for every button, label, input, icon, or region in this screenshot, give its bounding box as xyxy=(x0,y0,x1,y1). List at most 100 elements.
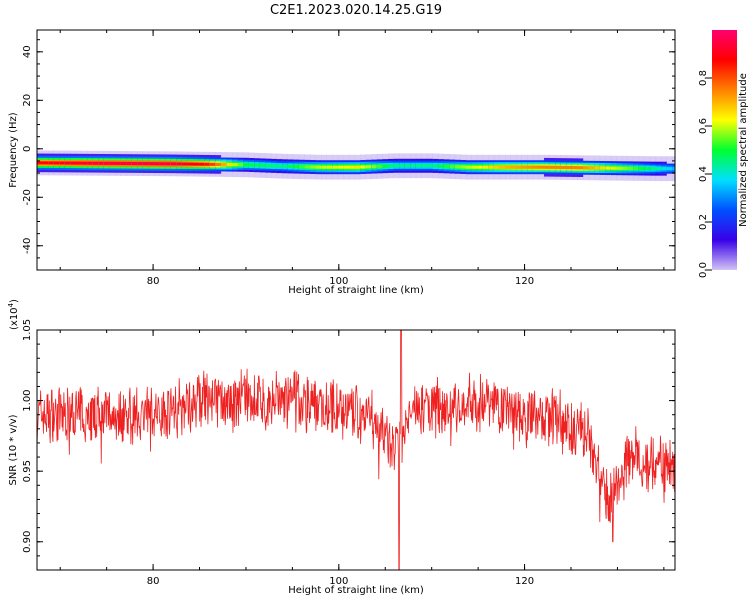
heat-cell xyxy=(349,165,355,169)
heat-cell xyxy=(321,165,328,169)
heat-cell xyxy=(633,166,640,170)
heat-cell xyxy=(326,165,333,169)
heat-cell xyxy=(488,165,495,169)
heat-cell xyxy=(599,166,606,170)
snr-plot-area xyxy=(37,330,675,570)
heat-cell xyxy=(287,164,294,168)
heat-cell xyxy=(527,165,534,169)
snr-series-line xyxy=(37,330,675,570)
heat-cell xyxy=(610,166,617,170)
heat-cell xyxy=(310,165,316,169)
heat-cell xyxy=(605,166,612,170)
heat-cell xyxy=(583,166,589,170)
heat-cell xyxy=(549,165,556,169)
snr-multiplier-exp: 4 xyxy=(7,302,15,307)
heat-cell xyxy=(282,164,289,168)
x-tick-label: 120 xyxy=(515,576,534,587)
colorbar-bar xyxy=(712,30,737,270)
spectrogram-xlabel: Height of straight line (km) xyxy=(288,285,424,296)
heat-cell xyxy=(70,161,77,165)
snr-multiplier: (x104) xyxy=(7,299,20,330)
spectrogram-panel: 80 100 120 40 20 0 -20 -40 Height of straight l… xyxy=(8,29,676,296)
spectrogram-ticks: 80 100 120 40 20 0 -20 -40 xyxy=(22,30,675,287)
heat-cell xyxy=(53,161,60,165)
heat-cell xyxy=(293,165,300,169)
heat-cell xyxy=(393,164,400,168)
y-tick-label: 20 xyxy=(22,94,33,107)
colorbar-tick-label: 0.8 xyxy=(698,70,709,86)
heat-cell xyxy=(477,165,484,169)
x-tick-label: 80 xyxy=(147,276,160,287)
heat-cell xyxy=(493,165,500,169)
heat-cell xyxy=(443,164,450,168)
x-tick-label: 100 xyxy=(329,276,348,287)
heat-cell xyxy=(499,165,506,169)
heat-cell xyxy=(415,164,422,168)
heat-cell xyxy=(672,167,675,171)
x-tick-label: 80 xyxy=(147,576,160,587)
spectrogram-plot-area xyxy=(37,30,675,270)
heat-cell xyxy=(421,164,428,168)
spectrogram-ylabel: Frequency (Hz) xyxy=(8,112,19,188)
heat-cell xyxy=(237,163,244,167)
heat-cell xyxy=(181,162,188,166)
heat-cell xyxy=(555,165,562,169)
heat-cell xyxy=(622,166,628,170)
heat-cell xyxy=(159,162,166,166)
heat-cell xyxy=(87,161,94,165)
heat-cell xyxy=(259,163,266,167)
heat-cell xyxy=(666,167,673,171)
heat-cell xyxy=(204,162,211,166)
colorbar-ticks: 0.0 0.2 0.4 0.6 0.8 xyxy=(698,70,712,278)
spectrogram-frame xyxy=(36,29,676,271)
snr-xlabel: Height of straight line (km) xyxy=(288,585,424,596)
heat-cell xyxy=(376,164,383,168)
heat-cell xyxy=(315,165,322,169)
heat-cell xyxy=(354,165,361,169)
heat-cell xyxy=(187,162,194,166)
heat-cell xyxy=(399,164,406,168)
heat-cell xyxy=(566,166,573,170)
heat-cell xyxy=(142,162,149,166)
heat-cell xyxy=(64,161,71,165)
heat-cell xyxy=(120,161,127,166)
heat-cell xyxy=(209,162,216,166)
svg-text:(x104): (x104) xyxy=(7,299,20,330)
heat-cell xyxy=(649,167,656,171)
heat-cell xyxy=(482,165,489,169)
x-tick-label: 100 xyxy=(329,576,348,587)
heat-cell xyxy=(360,165,367,169)
heat-cell xyxy=(588,166,595,170)
y-tick-label: 1.05 xyxy=(22,319,33,341)
heat-cell xyxy=(661,167,667,171)
y-tick-label: 40 xyxy=(22,45,33,58)
heat-cell xyxy=(165,162,172,166)
heat-cell xyxy=(627,166,634,170)
heat-cell xyxy=(510,165,517,169)
heat-cell xyxy=(226,163,233,167)
colorbar-tick-label: 0.4 xyxy=(698,166,709,182)
heat-cell xyxy=(532,165,539,169)
y-tick-label: 1.00 xyxy=(22,389,33,411)
heat-cell xyxy=(98,161,105,165)
heat-cell xyxy=(410,164,417,168)
heat-cell xyxy=(616,166,623,170)
y-tick-label: 0.95 xyxy=(22,460,33,482)
heat-cell xyxy=(131,161,138,166)
heat-cell xyxy=(332,165,339,169)
spectrogram-signal xyxy=(37,150,675,182)
heat-cell xyxy=(126,161,133,166)
heat-cell xyxy=(248,163,255,167)
heat-cell xyxy=(298,165,305,169)
heat-cell xyxy=(115,161,121,165)
heat-cell xyxy=(371,165,378,169)
heat-cell xyxy=(170,162,177,166)
heat-cell xyxy=(148,162,155,166)
heat-cell xyxy=(76,161,82,165)
heat-cell xyxy=(243,163,250,167)
heat-cell xyxy=(42,161,49,165)
snr-ticks: 80 100 120 1.05 1.00 0.95 0.90 xyxy=(22,319,675,587)
heat-cell xyxy=(638,166,645,171)
heat-cell xyxy=(382,164,389,168)
